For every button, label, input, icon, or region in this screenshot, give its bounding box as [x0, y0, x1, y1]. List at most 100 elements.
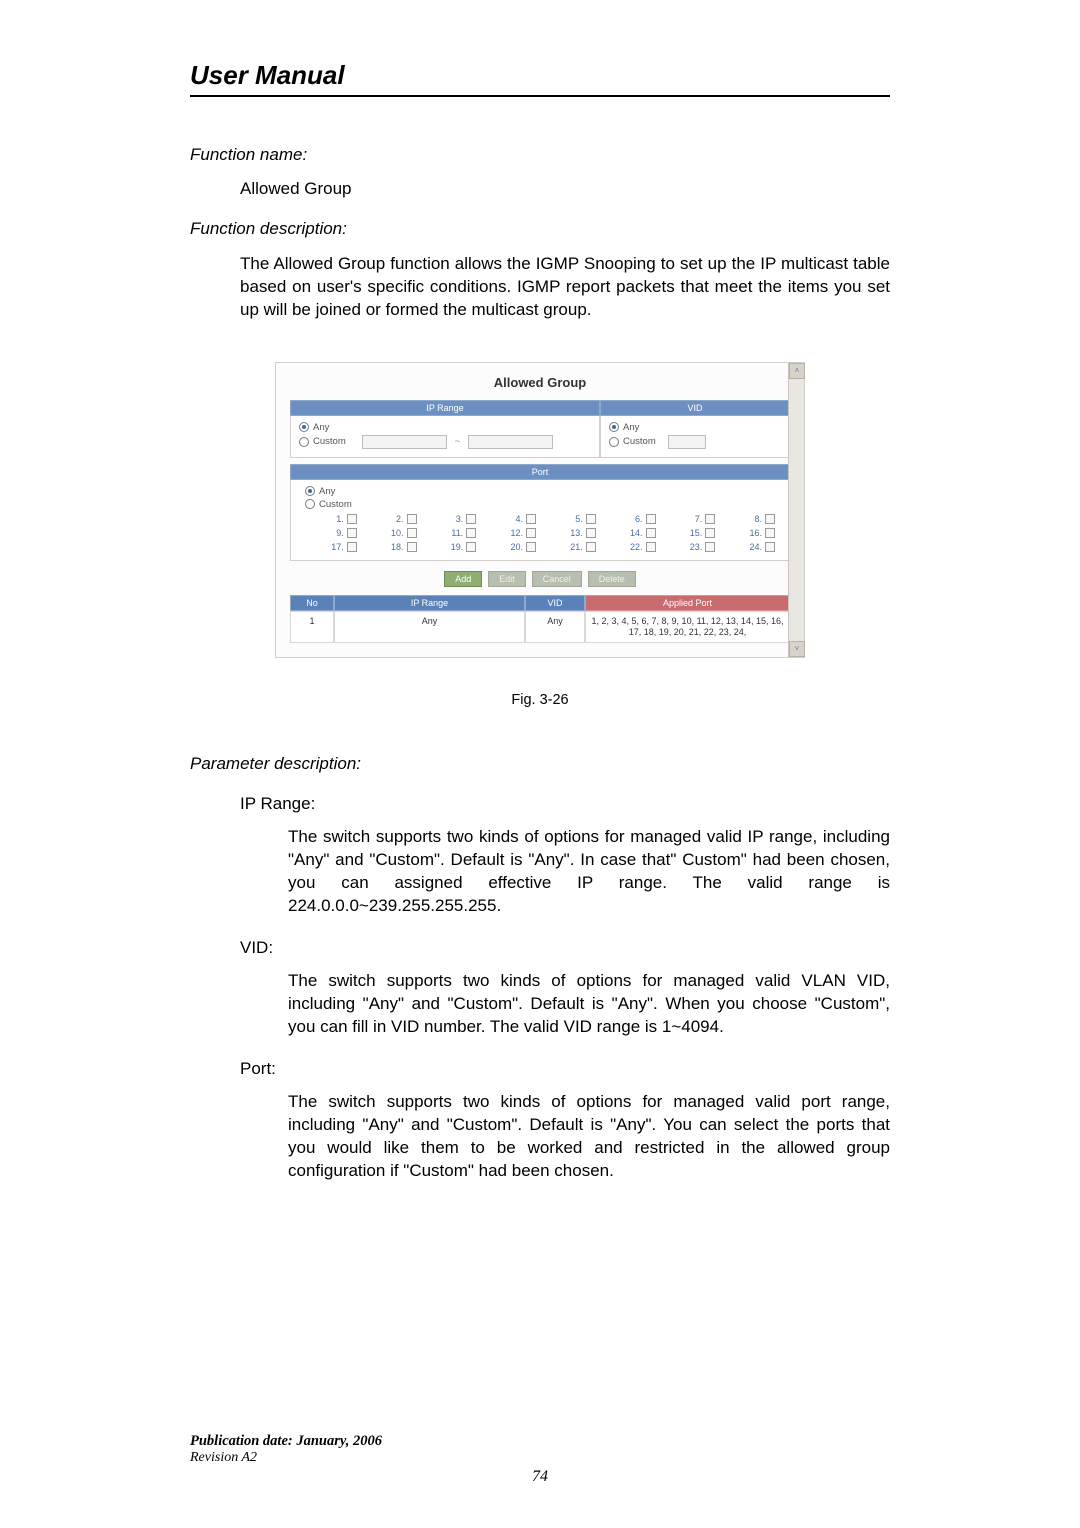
port-cell: 21. — [544, 542, 602, 552]
port-number: 6. — [635, 514, 643, 524]
port-checkbox[interactable] — [765, 528, 775, 538]
vid-custom-radio[interactable] — [609, 437, 619, 447]
port-header: Port — [290, 464, 790, 480]
port-checkbox[interactable] — [526, 542, 536, 552]
port-checkbox[interactable] — [347, 514, 357, 524]
vid-any-radio[interactable] — [609, 422, 619, 432]
port-cell: 2. — [365, 514, 423, 524]
port-cell: 17. — [305, 542, 363, 552]
col-iprange: IP Range — [334, 595, 525, 611]
port-cell: 15. — [664, 528, 722, 538]
add-button[interactable]: Add — [444, 571, 482, 587]
port-checkbox[interactable] — [646, 514, 656, 524]
port-checkbox[interactable] — [407, 542, 417, 552]
port-custom-label: Custom — [319, 499, 352, 510]
port-checkbox[interactable] — [407, 514, 417, 524]
vid-any-label: Any — [623, 422, 639, 433]
ip-tilde: ~ — [455, 436, 461, 447]
port-number: 14. — [630, 528, 643, 538]
port-any-radio[interactable] — [305, 486, 315, 496]
port-cell: 6. — [604, 514, 662, 524]
port-checkbox[interactable] — [646, 528, 656, 538]
ip-any-radio[interactable] — [299, 422, 309, 432]
port-cell: 11. — [425, 528, 483, 538]
port-checkbox[interactable] — [705, 528, 715, 538]
vid-input[interactable] — [668, 435, 706, 449]
cell-applied: 1, 2, 3, 4, 5, 6, 7, 8, 9, 10, 11, 12, 1… — [585, 611, 790, 644]
cell-no: 1 — [290, 611, 334, 644]
port-number: 12. — [510, 528, 523, 538]
port-number: 24. — [749, 542, 762, 552]
figure-caption: Fig. 3-26 — [190, 692, 890, 708]
function-desc: The Allowed Group function allows the IG… — [240, 253, 890, 322]
port-cell: 10. — [365, 528, 423, 538]
port-cell: 3. — [425, 514, 483, 524]
port-checkbox[interactable] — [347, 542, 357, 552]
param-iprange-desc: The switch supports two kinds of options… — [288, 826, 890, 918]
port-number: 20. — [510, 542, 523, 552]
port-number: 2. — [396, 514, 404, 524]
scrollbar[interactable]: ˄ ˅ — [788, 363, 804, 658]
ip-range-header: IP Range — [290, 400, 600, 416]
port-checkbox[interactable] — [347, 528, 357, 538]
param-vid-name: VID: — [240, 938, 890, 958]
col-applied: Applied Port — [585, 595, 790, 611]
port-checkbox[interactable] — [526, 514, 536, 524]
vid-custom-label: Custom — [623, 436, 656, 447]
port-number: 15. — [690, 528, 703, 538]
ip-to-input[interactable] — [468, 435, 553, 449]
port-cell: 19. — [425, 542, 483, 552]
port-number: 10. — [391, 528, 404, 538]
port-number: 1. — [336, 514, 344, 524]
port-number: 16. — [749, 528, 762, 538]
port-checkbox[interactable] — [586, 528, 596, 538]
port-cell: 16. — [723, 528, 781, 538]
port-checkbox[interactable] — [705, 514, 715, 524]
port-checkbox[interactable] — [526, 528, 536, 538]
port-checkbox[interactable] — [407, 528, 417, 538]
port-number: 22. — [630, 542, 643, 552]
param-desc-label: Parameter description: — [190, 754, 890, 774]
port-cell: 20. — [484, 542, 542, 552]
port-checkbox[interactable] — [586, 514, 596, 524]
port-number: 9. — [336, 528, 344, 538]
port-cell: 9. — [305, 528, 363, 538]
port-number: 17. — [331, 542, 344, 552]
port-number: 18. — [391, 542, 404, 552]
scroll-down-button[interactable]: ˅ — [789, 641, 805, 657]
page-number: 74 — [190, 1468, 890, 1486]
revision: Revision A2 — [190, 1450, 890, 1466]
port-checkbox[interactable] — [705, 542, 715, 552]
port-number: 21. — [570, 542, 583, 552]
ip-custom-radio[interactable] — [299, 437, 309, 447]
port-cell: 23. — [664, 542, 722, 552]
param-iprange-name: IP Range: — [240, 794, 890, 814]
delete-button[interactable]: Delete — [588, 571, 636, 587]
scroll-up-button[interactable]: ˄ — [789, 363, 805, 379]
port-cell: 14. — [604, 528, 662, 538]
port-checkbox[interactable] — [466, 528, 476, 538]
ip-from-input[interactable] — [362, 435, 447, 449]
port-custom-radio[interactable] — [305, 499, 315, 509]
port-number: 3. — [456, 514, 464, 524]
table-row[interactable]: 1 Any Any 1, 2, 3, 4, 5, 6, 7, 8, 9, 10,… — [290, 611, 790, 644]
port-cell: 4. — [484, 514, 542, 524]
function-name-label: Function name: — [190, 145, 890, 165]
edit-button[interactable]: Edit — [488, 571, 526, 587]
port-number: 23. — [690, 542, 703, 552]
port-checkbox[interactable] — [466, 514, 476, 524]
port-checkbox[interactable] — [765, 542, 775, 552]
port-cell: 18. — [365, 542, 423, 552]
port-number: 4. — [515, 514, 523, 524]
port-checkbox[interactable] — [466, 542, 476, 552]
port-checkbox[interactable] — [765, 514, 775, 524]
port-checkbox[interactable] — [586, 542, 596, 552]
param-port-name: Port: — [240, 1059, 890, 1079]
port-checkbox[interactable] — [646, 542, 656, 552]
port-cell: 22. — [604, 542, 662, 552]
port-cell: 12. — [484, 528, 542, 538]
function-desc-label: Function description: — [190, 219, 890, 239]
col-vid: VID — [525, 595, 585, 611]
cancel-button[interactable]: Cancel — [532, 571, 582, 587]
embedded-screenshot: ˄ ˅ Allowed Group IP Range Any Custom — [275, 362, 805, 659]
